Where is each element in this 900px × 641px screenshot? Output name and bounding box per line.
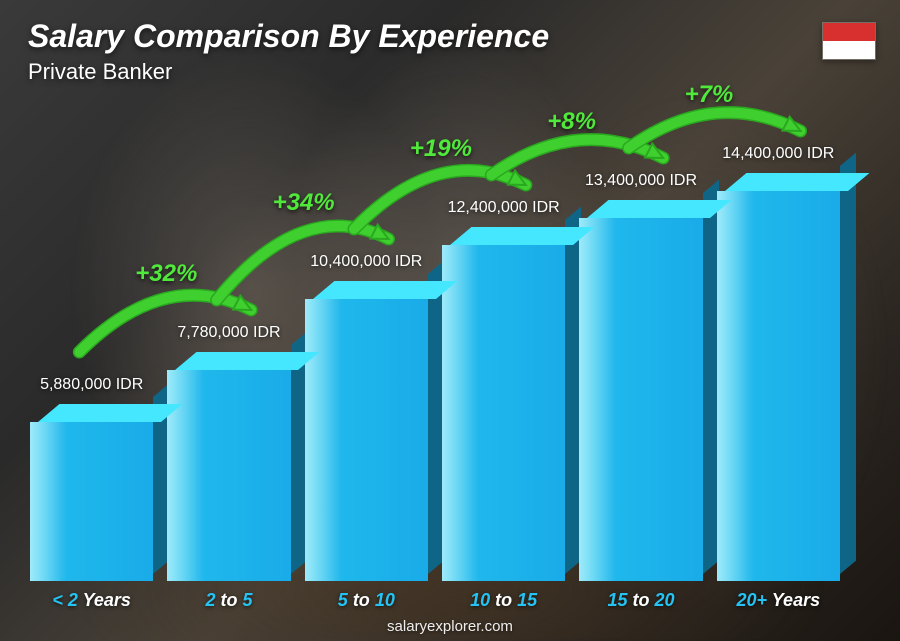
x-axis-label: 10 to 15 xyxy=(442,590,565,611)
xlabel-text: to xyxy=(348,590,375,610)
xlabel-text: Years xyxy=(78,590,131,610)
bar-top-face xyxy=(450,227,595,245)
xlabel-num: 5 xyxy=(242,590,252,610)
bar-top-face xyxy=(38,404,183,422)
bar-value-label: 12,400,000 IDR xyxy=(448,199,560,217)
xlabel-text: to xyxy=(215,590,242,610)
xlabel-num: 10 xyxy=(375,590,395,610)
bar-value-label: 13,400,000 IDR xyxy=(585,172,697,190)
xlabel-num: 20+ xyxy=(737,590,768,610)
bar-value-label: 5,880,000 IDR xyxy=(40,376,143,394)
xlabel-num: 10 xyxy=(470,590,490,610)
x-axis-label: 2 to 5 xyxy=(167,590,290,611)
bar-shine xyxy=(305,299,428,581)
flag-stripe-top xyxy=(823,23,875,41)
xlabel-num: 5 xyxy=(338,590,348,610)
bar-side-face xyxy=(840,153,856,574)
bar xyxy=(717,173,840,581)
growth-pct-label: +7% xyxy=(685,81,734,109)
xlabel-text: Years xyxy=(767,590,820,610)
bar-front-face xyxy=(30,422,153,581)
x-axis-label: 15 to 20 xyxy=(579,590,702,611)
bar-value-label: 10,400,000 IDR xyxy=(310,253,422,271)
growth-pct-label: +34% xyxy=(273,189,335,217)
bar-shine xyxy=(167,370,290,581)
bar xyxy=(579,200,702,581)
bar xyxy=(305,281,428,581)
bar-top-face xyxy=(725,173,870,191)
bar-column: 12,400,000 IDR xyxy=(442,199,565,581)
bar-column: 14,400,000 IDR xyxy=(717,145,840,581)
flag-stripe-bottom xyxy=(823,41,875,59)
bar-value-label: 14,400,000 IDR xyxy=(722,145,834,163)
bar-top-face xyxy=(313,281,458,299)
bar-column: 10,400,000 IDR xyxy=(305,253,428,581)
x-axis: < 2 Years2 to 55 to 1010 to 1515 to 2020… xyxy=(30,590,840,611)
page-title: Salary Comparison By Experience xyxy=(28,18,549,55)
bar-shine xyxy=(717,191,840,581)
footer-source: salaryexplorer.com xyxy=(0,618,900,635)
growth-pct-label: +8% xyxy=(547,108,596,136)
xlabel-num: < 2 xyxy=(52,590,78,610)
bar xyxy=(30,404,153,581)
bar-front-face xyxy=(305,299,428,581)
bar-shine xyxy=(579,218,702,581)
bar-top-face xyxy=(175,352,320,370)
bar-shine xyxy=(30,422,153,581)
xlabel-num: 15 xyxy=(607,590,627,610)
bar-top-face xyxy=(587,200,732,218)
growth-pct-label: +19% xyxy=(410,135,472,163)
x-axis-label: < 2 Years xyxy=(30,590,153,611)
country-flag-icon xyxy=(822,22,876,60)
header: Salary Comparison By Experience Private … xyxy=(28,18,549,85)
bar xyxy=(442,227,565,581)
xlabel-text: to xyxy=(627,590,654,610)
bar xyxy=(167,352,290,581)
bar-front-face xyxy=(717,191,840,581)
bar-value-label: 7,780,000 IDR xyxy=(177,324,280,342)
bar-front-face xyxy=(442,245,565,581)
x-axis-label: 20+ Years xyxy=(717,590,840,611)
x-axis-label: 5 to 10 xyxy=(305,590,428,611)
bar-column: 5,880,000 IDR xyxy=(30,376,153,581)
xlabel-text: to xyxy=(490,590,517,610)
xlabel-num: 20 xyxy=(654,590,674,610)
growth-pct-label: +32% xyxy=(135,260,197,288)
bar-column: 13,400,000 IDR xyxy=(579,172,702,581)
bar-front-face xyxy=(579,218,702,581)
xlabel-num: 2 xyxy=(205,590,215,610)
bar-shine xyxy=(442,245,565,581)
bar-front-face xyxy=(167,370,290,581)
bar-column: 7,780,000 IDR xyxy=(167,324,290,581)
xlabel-num: 15 xyxy=(517,590,537,610)
